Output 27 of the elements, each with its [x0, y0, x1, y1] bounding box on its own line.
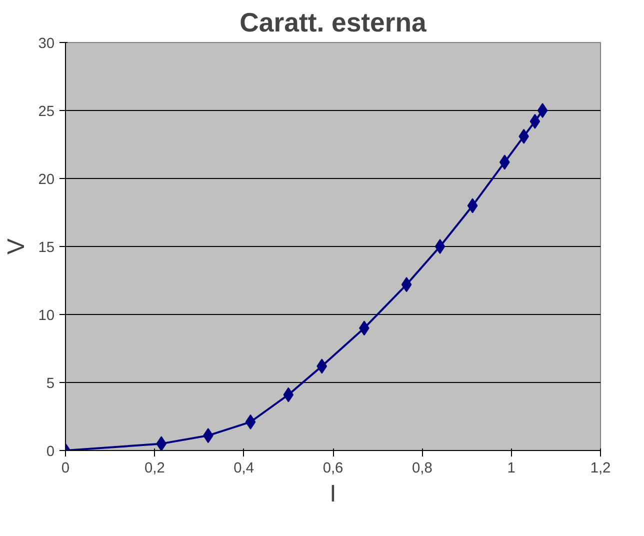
- x-tick-label: 0,8: [412, 460, 432, 476]
- y-tick-label: 5: [46, 376, 55, 392]
- point: [283, 387, 294, 402]
- y-axis-title: V: [3, 238, 30, 255]
- point: [401, 277, 412, 292]
- chart-title: Caratt. esterna: [240, 8, 427, 38]
- y-tick-label: 25: [38, 104, 55, 120]
- point: [316, 358, 328, 374]
- point: [245, 414, 256, 430]
- x-tick-label: 0,2: [144, 460, 165, 476]
- point: [499, 154, 510, 170]
- y-tick-label: 15: [38, 240, 55, 256]
- y-tick-label: 30: [38, 36, 55, 52]
- y-tick-label: 20: [38, 172, 55, 188]
- x-tick-label: 0,4: [234, 460, 254, 476]
- x-tick-label: 1: [507, 460, 516, 476]
- point: [156, 436, 167, 450]
- point: [537, 103, 548, 118]
- point: [434, 239, 446, 254]
- y-tick-label: 0: [46, 444, 55, 460]
- point: [467, 198, 478, 214]
- x-axis-title: I: [330, 480, 336, 508]
- x-tick-label: 0: [61, 460, 70, 476]
- y-tick-label: 10: [38, 308, 55, 324]
- x-tick-label: 1,2: [590, 460, 611, 476]
- point: [530, 114, 540, 129]
- x-tick-label: 0,6: [322, 460, 344, 476]
